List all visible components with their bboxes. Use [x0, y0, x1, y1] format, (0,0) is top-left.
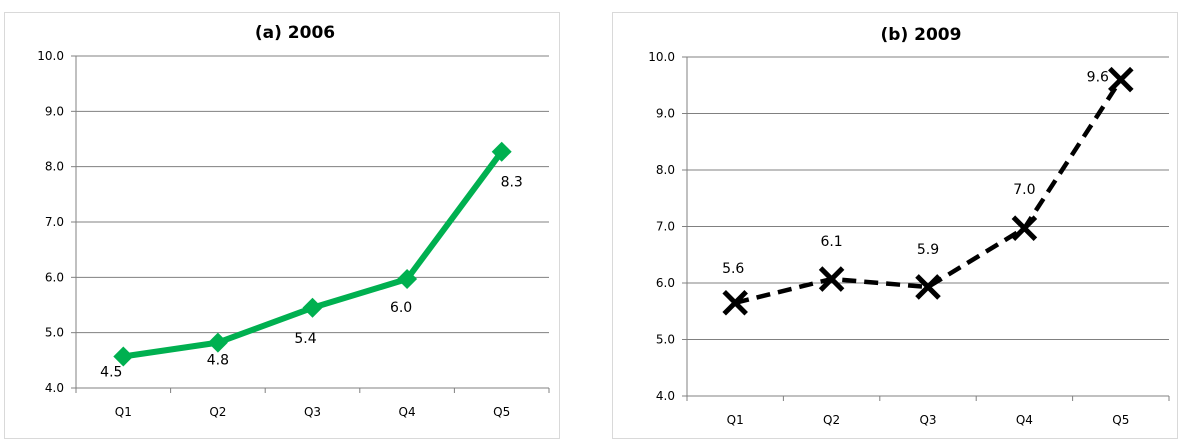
chart-title: (a) 2006 [255, 23, 335, 43]
data-point-marker [207, 332, 228, 353]
y-tick-label: 9.0 [656, 107, 675, 121]
chart-panel-2009: (b) 2009 4.0 5.0 6.0 7.0 8.0 9.0 10.0 Q1 Q2 Q3 Q4 Q5… [612, 12, 1178, 439]
x-tick-label: Q1 [115, 405, 132, 419]
y-tick-label: 6.0 [45, 270, 64, 284]
data-label: 5.4 [294, 331, 316, 347]
y-tick-label: 10.0 [648, 50, 675, 64]
data-label: 6.0 [390, 300, 412, 316]
data-point-marker [491, 141, 512, 162]
data-point-marker [1108, 66, 1134, 93]
data-point-marker [302, 297, 323, 318]
data-label: 5.9 [917, 242, 939, 258]
data-point-marker [113, 346, 134, 367]
x-tick-label: Q5 [1112, 413, 1129, 427]
x-tick-label: Q1 [727, 413, 744, 427]
data-point-marker [722, 290, 748, 316]
x-tick-label: Q3 [304, 405, 321, 419]
chart-svg-2009: (b) 2009 4.0 5.0 6.0 7.0 8.0 9.0 10.0 Q1 Q2 Q3 Q4 Q5… [648, 25, 1170, 427]
chart-panel-2006: (a) 2006 4.0 5.0 6.0 7.0 8.0 9.0 10.0 Q1 Q2 Q3 Q4 Q5… [4, 12, 560, 439]
x-tick-label: Q3 [919, 413, 936, 427]
x-tick-label: Q4 [1016, 413, 1033, 427]
y-tick-label: 4.0 [45, 381, 64, 395]
data-label: 9.6 [1087, 70, 1109, 86]
data-label: 4.5 [100, 364, 122, 380]
y-tick-label: 9.0 [45, 104, 64, 118]
chart-svg-2006: (a) 2006 4.0 5.0 6.0 7.0 8.0 9.0 10.0 Q1 Q2 Q3 Q4 Q5… [37, 23, 550, 419]
data-point-marker [818, 266, 845, 292]
y-tick-label: 7.0 [656, 220, 675, 234]
data-point-marker [397, 268, 418, 289]
data-point-marker [915, 274, 941, 300]
y-tick-label: 8.0 [656, 163, 675, 177]
y-tick-label: 10.0 [37, 49, 64, 63]
data-label: 7.0 [1013, 182, 1035, 198]
y-tick-label: 4.0 [656, 389, 675, 403]
data-label: 4.8 [207, 353, 229, 369]
y-tick-label: 5.0 [656, 333, 675, 347]
x-tick-label: Q2 [823, 413, 840, 427]
chart-title: (b) 2009 [881, 25, 962, 45]
data-label: 5.6 [722, 261, 744, 277]
y-tick-label: 8.0 [45, 160, 64, 174]
data-label: 6.1 [820, 234, 842, 250]
series-line [734, 78, 1123, 305]
y-tick-label: 5.0 [45, 326, 64, 340]
x-tick-label: Q5 [493, 405, 510, 419]
data-label: 8.3 [501, 175, 523, 191]
data-point-marker [1011, 215, 1038, 241]
y-tick-label: 7.0 [45, 215, 64, 229]
series-line [122, 149, 505, 360]
y-tick-label: 6.0 [656, 276, 675, 290]
x-tick-label: Q4 [399, 405, 416, 419]
x-tick-label: Q2 [209, 405, 226, 419]
